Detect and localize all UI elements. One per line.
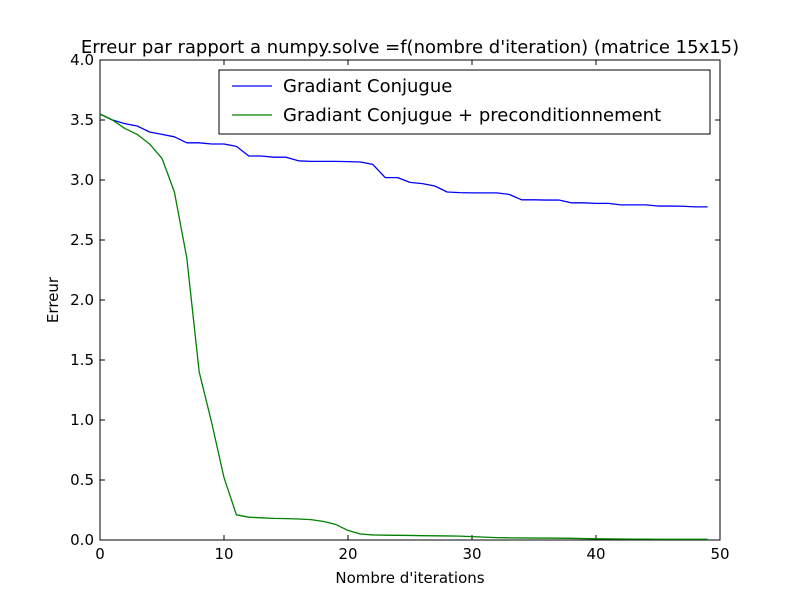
x-tick-label: 10 [214,545,233,563]
plot-area-frame [99,59,721,541]
y-axis-label: Erreur [44,276,62,323]
x-tick-label: 20 [338,545,357,563]
y-tick-label: 1.0 [70,411,94,429]
y-tick-label: 3.5 [70,111,94,129]
legend: Gradiant Conjugue Gradiant Conjugue + pr… [218,69,711,135]
series-line-gradiant-conjugue-preconditionnement [99,113,708,540]
x-tick-label: 30 [462,545,481,563]
y-tick-label: 1.5 [70,351,94,369]
legend-label-gradiant-conjugue-preconditionnement: Gradiant Conjugue + preconditionnement [283,105,661,126]
y-tick-label: 0.0 [70,531,94,549]
y-tick-label: 0.5 [70,471,94,489]
series-line-gradiant-conjugue [99,113,708,208]
tick-labels: 0 10 20 30 40 50 0.0 0.5 1.0 1.5 2.0 2.5 3.0 3.5 4.0 [70,51,729,563]
x-tick-label: 40 [586,545,605,563]
legend-frame [218,69,711,135]
x-axis-label: Nombre d'iterations [335,569,484,587]
series-lines [99,113,708,540]
x-tick-label: 50 [710,545,729,563]
chart-title: Erreur par rapport a numpy.solve =f(nomb… [81,37,739,58]
y-tick-label: 3.0 [70,171,94,189]
y-tick-label: 2.5 [70,231,94,249]
x-tick-label: 0 [95,545,105,563]
y-tick-label: 2.0 [70,291,94,309]
legend-label-gradiant-conjugue: Gradiant Conjugue [283,76,452,97]
y-tick-label: 4.0 [70,51,94,69]
